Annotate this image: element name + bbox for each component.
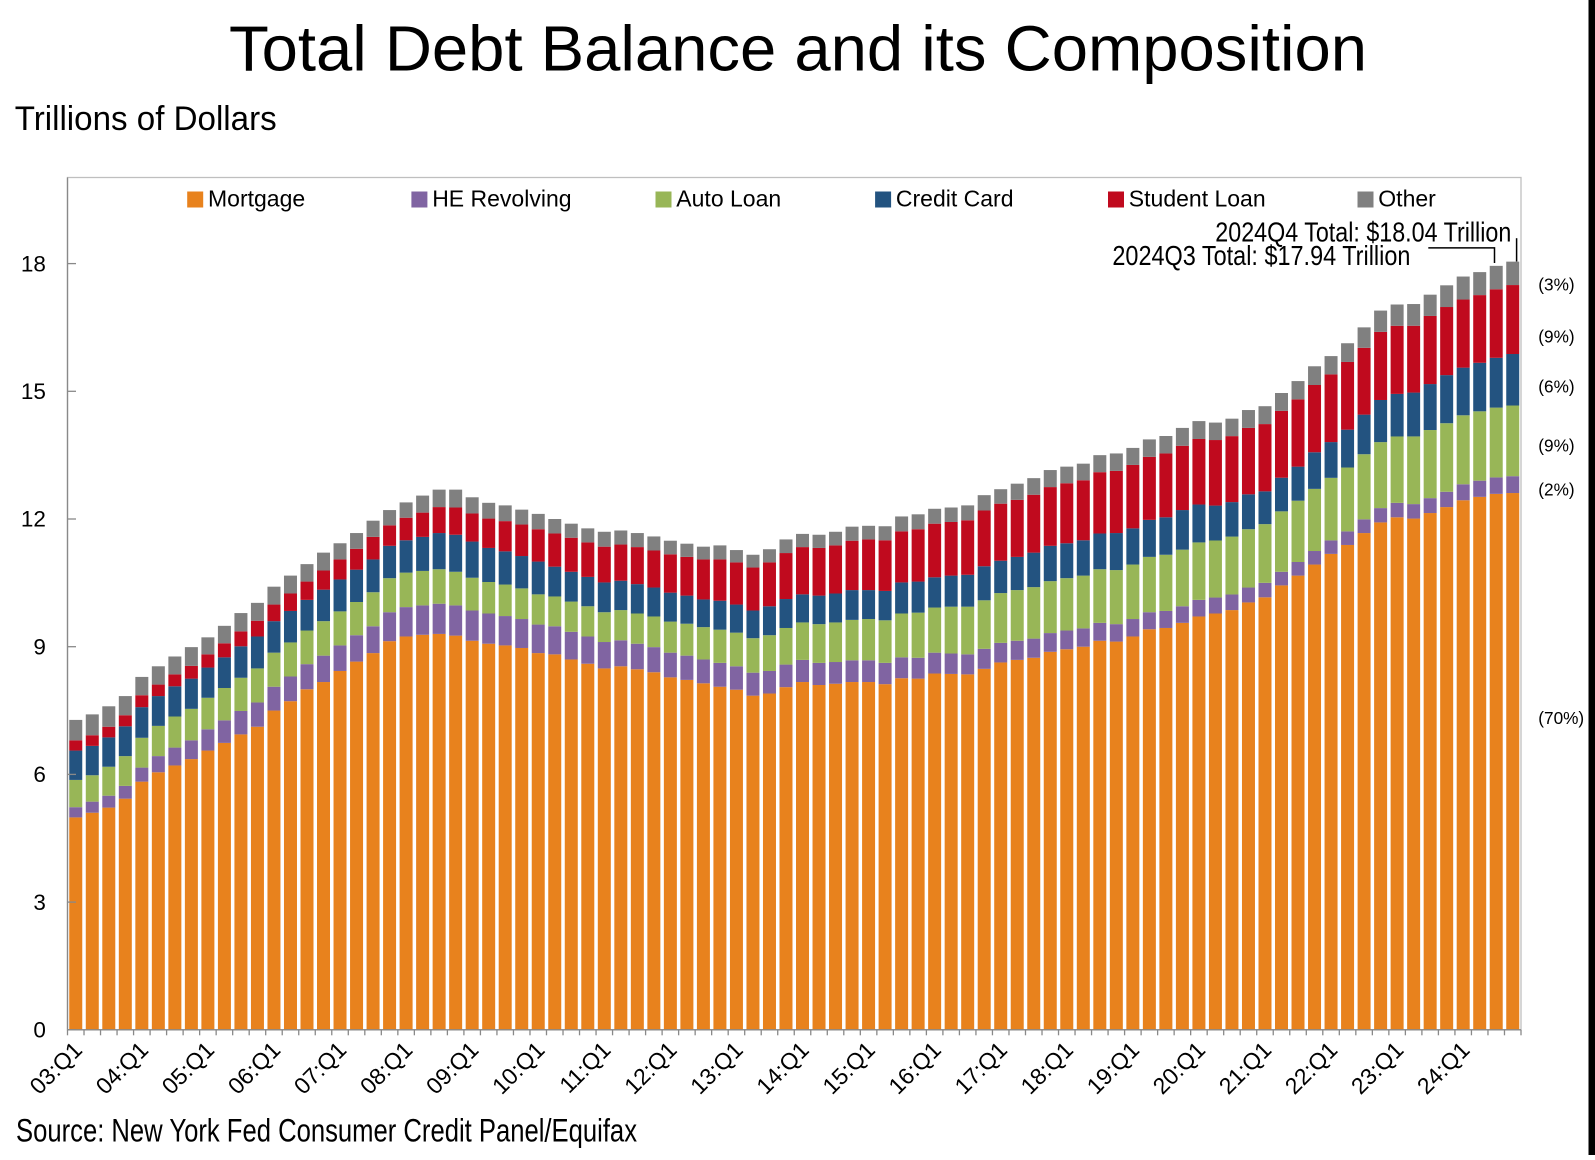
svg-text:Source: New York Fed Consumer: Source: New York Fed Consumer Credit Pan… [16, 1113, 637, 1149]
svg-text:Other: Other [1378, 186, 1436, 212]
svg-text:18: 18 [21, 251, 46, 276]
svg-text:12: 12 [21, 507, 46, 532]
svg-text:0: 0 [33, 1018, 46, 1043]
svg-text:Total Debt Balance and its Com: Total Debt Balance and its Composition [229, 12, 1367, 84]
svg-text:9: 9 [33, 634, 46, 659]
svg-text:HE Revolving: HE Revolving [432, 186, 571, 212]
svg-text:(3%): (3%) [1538, 275, 1574, 295]
svg-text:(70%): (70%) [1538, 708, 1584, 728]
svg-text:(6%): (6%) [1538, 376, 1574, 396]
svg-text:Student Loan: Student Loan [1129, 186, 1266, 212]
svg-text:(9%): (9%) [1538, 327, 1574, 347]
svg-text:15: 15 [21, 379, 46, 404]
svg-text:Auto Loan: Auto Loan [676, 186, 781, 212]
svg-text:3: 3 [33, 890, 46, 915]
svg-text:(2%): (2%) [1538, 480, 1574, 500]
svg-text:Mortgage: Mortgage [208, 186, 305, 212]
svg-text:6: 6 [33, 762, 46, 787]
svg-text:Credit Card: Credit Card [896, 186, 1014, 212]
svg-text:(9%): (9%) [1538, 436, 1574, 456]
svg-text:2024Q3 Total: $17.94 Trillion: 2024Q3 Total: $17.94 Trillion [1112, 240, 1410, 271]
svg-text:Trillions of Dollars: Trillions of Dollars [15, 100, 277, 138]
